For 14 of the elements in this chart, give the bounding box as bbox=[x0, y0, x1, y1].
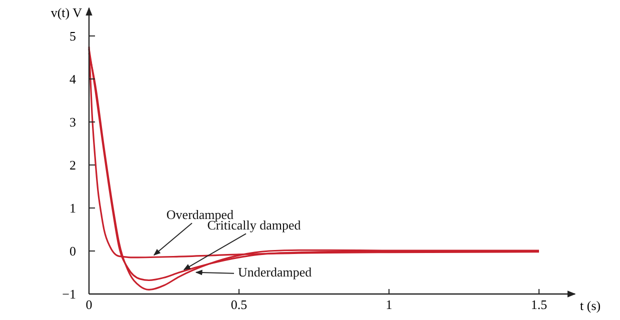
y-tick-label: 5 bbox=[70, 28, 76, 44]
y-tick-label: 1 bbox=[70, 200, 76, 216]
y-axis-title: v(t) V bbox=[50, 5, 83, 20]
y-tick-label: 0 bbox=[70, 244, 76, 259]
y-tick-label: 2 bbox=[70, 158, 76, 173]
y-tick-label: 3 bbox=[70, 114, 76, 130]
x-tick-label: 1.5 bbox=[530, 297, 548, 312]
x-tick-label: 0.5 bbox=[230, 297, 248, 312]
x-tick-label: 0 bbox=[86, 297, 92, 312]
series-label: Underdamped bbox=[238, 264, 312, 280]
y-tick-label: −1 bbox=[62, 286, 76, 302]
x-tick-label: 1 bbox=[386, 297, 392, 312]
y-tick-label: 4 bbox=[70, 72, 76, 87]
x-axis-title: t (s) bbox=[580, 298, 601, 313]
